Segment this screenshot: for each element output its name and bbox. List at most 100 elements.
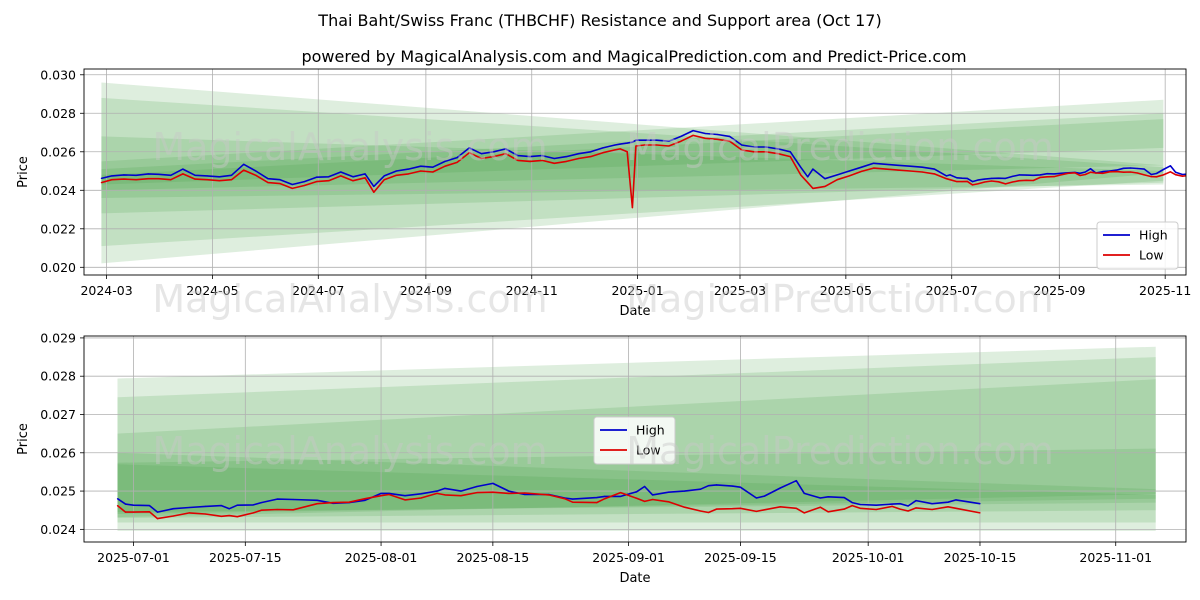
data-point-low	[1175, 174, 1177, 176]
watermark-prediction: MagicalPrediction.com	[626, 429, 1054, 473]
data-point-low	[807, 182, 809, 184]
data-point-low	[619, 148, 621, 150]
data-point-high	[795, 480, 797, 482]
data-point-high	[123, 174, 125, 176]
data-point-low	[755, 510, 758, 512]
x-tick-label: 2025-07-15	[209, 550, 282, 565]
data-point-high	[779, 487, 781, 489]
data-point-high	[508, 490, 510, 492]
data-point-high	[204, 505, 206, 507]
data-point-low	[564, 498, 566, 500]
data-point-high	[132, 504, 135, 506]
data-point-low	[777, 153, 779, 155]
data-point-high	[505, 148, 507, 150]
data-point-high	[1060, 172, 1062, 174]
data-point-high	[1155, 172, 1158, 175]
data-point-low	[636, 497, 638, 499]
data-point-low	[170, 179, 172, 181]
data-point-low	[614, 149, 616, 151]
data-point-high	[692, 130, 694, 132]
data-point-high	[933, 168, 936, 170]
data-point-low	[961, 181, 963, 183]
data-point-high	[631, 141, 634, 143]
data-point-high	[328, 176, 330, 178]
data-point-low	[260, 509, 262, 511]
data-point-low	[100, 182, 102, 184]
x-axis-label: Date	[619, 571, 650, 586]
data-point-low	[517, 159, 519, 161]
data-point-high	[739, 486, 742, 488]
data-point-low	[578, 157, 580, 160]
data-point-high	[1129, 167, 1132, 169]
x-tick-label: 2025-07-01	[97, 550, 170, 565]
data-point-low	[1060, 174, 1062, 176]
data-point-high	[444, 487, 446, 489]
x-tick-label: 2025-10-01	[832, 550, 905, 565]
data-point-low	[741, 149, 743, 151]
data-point-low	[626, 151, 628, 153]
data-point-high	[148, 505, 151, 507]
data-point-low	[236, 516, 238, 518]
data-point-low	[819, 506, 821, 508]
data-point-high	[1136, 167, 1138, 170]
data-point-high	[602, 147, 604, 149]
data-point-high	[170, 174, 172, 176]
forecast-band	[117, 448, 1156, 518]
data-point-high	[292, 498, 294, 501]
data-point-low	[1196, 176, 1197, 177]
data-point-low	[315, 181, 318, 183]
data-point-high	[614, 144, 616, 146]
data-point-high	[352, 176, 354, 178]
data-point-high	[699, 488, 702, 490]
data-point-low	[364, 498, 366, 500]
watermark-analysis: MagicalAnalysis.com	[152, 277, 547, 321]
data-point-high	[843, 497, 845, 499]
data-point-high	[1102, 171, 1104, 173]
data-point-high	[100, 177, 102, 179]
legend-box	[593, 416, 676, 465]
y-tick-label: 0.020	[40, 260, 76, 275]
data-point-low	[885, 168, 887, 170]
x-tick-label: 2024-07	[292, 283, 344, 298]
data-point-low	[204, 513, 206, 515]
data-point-low	[230, 179, 233, 181]
y-tick-label: 0.024	[40, 183, 76, 198]
data-point-high	[803, 492, 805, 494]
data-point-high	[1175, 171, 1177, 173]
y-tick-label: 0.022	[40, 221, 76, 236]
data-point-low	[303, 184, 305, 187]
bottom-panel: 2025-07-01 2025-07-15 2025-08-01 2025-08-15…	[16, 330, 1187, 586]
data-point-low	[643, 144, 646, 146]
data-point-low	[971, 184, 974, 186]
data-point-high	[124, 503, 127, 505]
data-point-low	[1084, 173, 1086, 176]
data-point-high	[596, 497, 598, 499]
data-point-high	[404, 495, 406, 497]
data-point-low	[827, 511, 829, 513]
data-point-low	[529, 160, 531, 162]
data-point-low	[1162, 174, 1164, 176]
data-point-high	[420, 493, 422, 495]
data-point-high	[340, 171, 342, 173]
data-point-low	[291, 187, 293, 189]
x-tick-label: 2025-09	[1033, 283, 1085, 298]
data-point-high	[984, 178, 986, 180]
data-point-low	[915, 507, 917, 509]
data-point-low	[652, 498, 654, 501]
data-point-low	[132, 511, 135, 513]
data-point-low	[123, 178, 125, 180]
y-axis-label: Price	[16, 423, 31, 455]
data-point-high	[753, 146, 755, 148]
data-point-high	[188, 506, 190, 509]
data-point-high	[436, 490, 438, 492]
data-point-low	[468, 152, 470, 154]
x-tick-label: 2024-11	[506, 283, 558, 298]
data-point-low	[604, 498, 606, 500]
x-tick-label: 2025-10-15	[944, 550, 1017, 565]
data-point-high	[492, 482, 494, 484]
data-point-low	[172, 515, 174, 517]
data-point-high	[111, 175, 113, 177]
data-point-low	[444, 165, 446, 167]
data-point-high	[704, 132, 706, 135]
data-point-low	[340, 175, 342, 177]
